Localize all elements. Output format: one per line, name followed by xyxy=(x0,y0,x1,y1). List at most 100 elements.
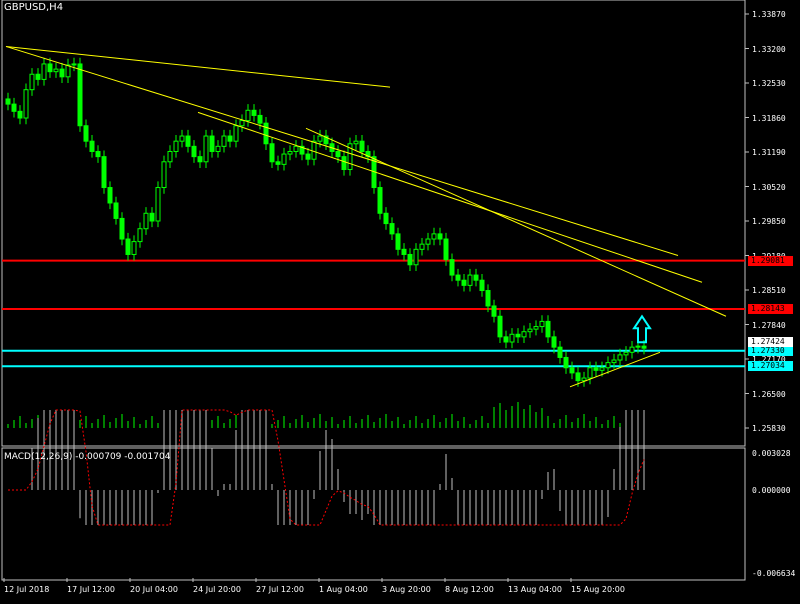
time-tick-label: 27 Jul 12:00 xyxy=(256,585,304,594)
trendline xyxy=(5,45,679,256)
candle-body xyxy=(35,73,41,80)
candle-body xyxy=(359,140,365,152)
candle-body xyxy=(323,135,329,145)
candle-body xyxy=(335,150,341,158)
candle-body xyxy=(263,122,269,145)
time-tick-label: 13 Aug 04:00 xyxy=(508,585,562,594)
candle-body xyxy=(467,274,473,286)
candle-body xyxy=(221,135,227,147)
price-tick-label: 1.27170 xyxy=(752,355,786,364)
macd-signal-line xyxy=(8,409,645,526)
macd-label: MACD(12,26,9) -0.000709 -0.001704 xyxy=(4,452,171,462)
candle-body xyxy=(107,187,113,204)
candle-body xyxy=(227,135,233,142)
level-price-tag: 1.29081 xyxy=(748,255,793,266)
candle-body xyxy=(173,140,179,152)
candle-body xyxy=(509,333,515,343)
time-tick-label: 15 Aug 20:00 xyxy=(571,585,625,594)
candle-body xyxy=(29,73,35,91)
trendline xyxy=(5,45,391,88)
candle-body xyxy=(185,135,191,147)
candle-body xyxy=(413,248,419,266)
candle-body xyxy=(239,120,245,127)
candle-body xyxy=(497,315,503,338)
candle-body xyxy=(431,233,437,240)
candle-body xyxy=(353,140,359,145)
price-tick-label: 1.31190 xyxy=(752,148,786,157)
candle-body xyxy=(533,326,539,330)
time-tick-label: 24 Jul 20:00 xyxy=(193,585,241,594)
candle-body xyxy=(515,333,521,338)
trendline xyxy=(305,127,727,317)
candle-body xyxy=(599,367,605,371)
candle-body xyxy=(95,150,101,158)
candle-body xyxy=(287,150,293,155)
candle-body xyxy=(149,212,155,222)
candle-body xyxy=(125,238,131,255)
candle-body xyxy=(119,217,125,240)
candle-body xyxy=(131,241,137,255)
candle-body xyxy=(11,103,17,112)
candle-body xyxy=(59,68,65,78)
candle-body xyxy=(203,135,209,163)
candle-body xyxy=(383,212,389,225)
trendline xyxy=(197,111,703,283)
up-arrow-icon xyxy=(632,314,652,344)
candle-body xyxy=(23,89,29,119)
price-tick-label: 1.33200 xyxy=(752,44,786,54)
candle-body xyxy=(485,290,491,307)
macd-tick-bottom: -0.006634 xyxy=(752,569,796,578)
candle-body xyxy=(455,274,461,281)
candle-body xyxy=(341,156,347,171)
candle-body xyxy=(491,305,497,317)
trendline xyxy=(569,351,661,388)
price-tick-label: 1.33870 xyxy=(752,10,786,19)
candle-body xyxy=(419,243,425,250)
candle-body xyxy=(569,367,575,374)
price-tick-label: 1.26500 xyxy=(752,389,786,399)
symbol-label: GBPUSD,H4 xyxy=(4,2,64,13)
candle-body xyxy=(377,187,383,214)
price-tick-label: 1.27840 xyxy=(752,320,786,330)
time-tick-label: 20 Jul 04:00 xyxy=(130,585,178,594)
candle-body xyxy=(545,320,551,338)
candle-body xyxy=(593,367,599,371)
candle-body xyxy=(551,336,557,348)
candle-body xyxy=(557,346,563,358)
candle-body xyxy=(113,202,119,219)
candle-body xyxy=(209,135,215,152)
time-tick-label: 3 Aug 20:00 xyxy=(382,585,431,594)
candle-body xyxy=(539,320,545,328)
candle-body xyxy=(575,372,581,382)
candle-body xyxy=(425,238,431,245)
candle-body xyxy=(443,238,449,261)
candle-body xyxy=(473,274,479,281)
candle-body xyxy=(563,356,569,369)
candle-body xyxy=(623,351,629,356)
macd-tick-top: 0.003028 xyxy=(752,449,791,458)
level-price-tag: 1.27034 xyxy=(748,361,793,372)
price-panel-frame xyxy=(1,0,746,447)
candle-body xyxy=(461,279,467,286)
time-tick-label: 17 Jul 12:00 xyxy=(67,585,115,594)
candle-body xyxy=(215,145,221,152)
candle-body xyxy=(275,161,281,165)
price-tick-label: 1.28510 xyxy=(752,286,786,295)
candle-body xyxy=(635,345,641,348)
candle-body xyxy=(305,153,311,160)
candle-body xyxy=(245,109,251,122)
candle-body xyxy=(605,362,611,369)
candle-body xyxy=(611,359,617,364)
candle-body xyxy=(197,156,203,163)
candle-body xyxy=(407,253,413,266)
candle-body xyxy=(53,68,59,73)
candle-body xyxy=(449,259,455,276)
level-price-tag: 1.27330 xyxy=(748,345,793,356)
macd-tick-zero: 0.000000 xyxy=(752,486,791,495)
candle-body xyxy=(503,336,509,343)
candle-body xyxy=(155,187,161,222)
candle-body xyxy=(395,233,401,250)
candle-body xyxy=(311,140,317,160)
